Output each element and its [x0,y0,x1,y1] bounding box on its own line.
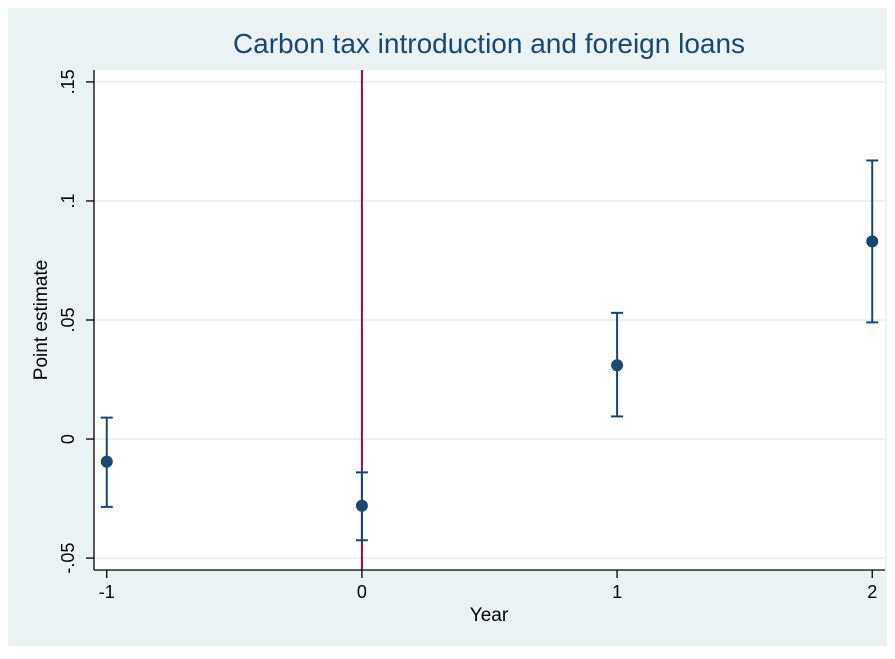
data-point-0 [100,455,113,468]
data-points [100,235,879,512]
chart-title: Carbon tax introduction and foreign loan… [233,28,745,59]
x-tick-label-3: 2 [867,582,877,602]
y-tick-label-4: .15 [58,69,78,94]
x-axis-label: Year [470,605,509,626]
data-point-3 [866,235,879,248]
x-tick-label-1: 0 [357,582,367,602]
axes: -.05 0 .05 .1 .15 -1 0 1 2 [58,69,885,602]
y-tick-label-1: 0 [58,434,78,444]
y-tick-label-2: .05 [58,307,78,332]
x-tick-label-2: 1 [612,582,622,602]
grid-lines [94,80,885,560]
data-point-1 [355,499,368,512]
data-point-2 [611,359,624,372]
y-tick-label-0: -.05 [58,543,78,574]
y-axis-label: Point estimate [31,260,52,380]
y-tick-label-3: .1 [58,193,78,208]
x-tick-label-0: -1 [99,582,115,602]
